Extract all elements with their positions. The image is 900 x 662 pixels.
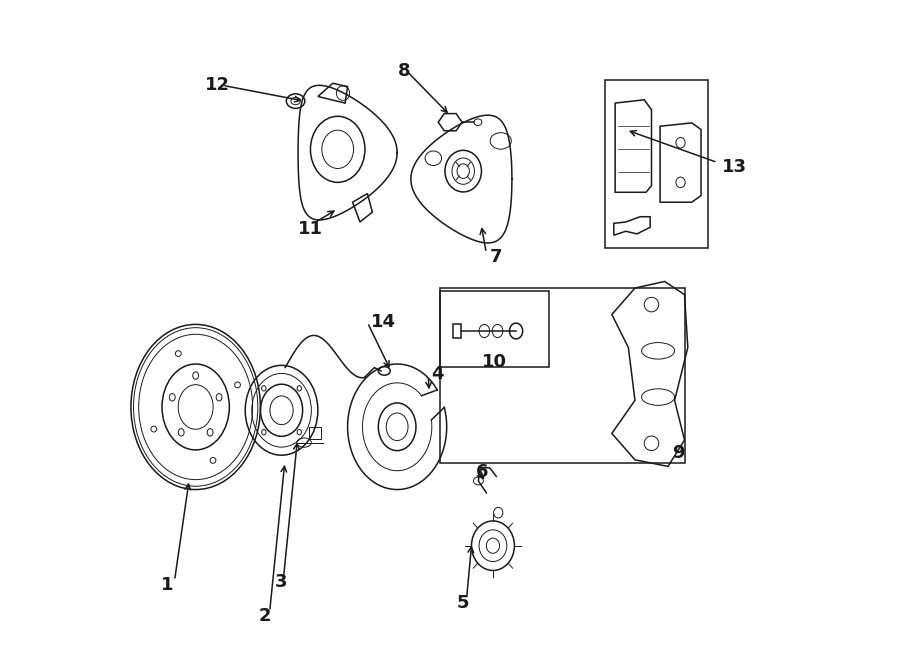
Text: 7: 7 [490,248,502,266]
Text: 9: 9 [671,444,684,462]
Text: 11: 11 [298,220,322,238]
Text: 5: 5 [457,594,470,612]
Text: 6: 6 [475,463,488,481]
Text: 1: 1 [161,577,174,594]
Bar [440,288,685,463]
Text: 13: 13 [722,158,747,176]
Text: 10: 10 [482,353,507,371]
Text: 12: 12 [205,76,230,94]
Text: 2: 2 [259,607,271,626]
Bar [309,427,321,439]
Text: 14: 14 [371,313,396,332]
Text: 8: 8 [398,62,410,80]
Text: 3: 3 [275,573,288,591]
Bar [440,291,549,367]
Bar [605,80,707,248]
Bar [454,324,461,338]
Text: 4: 4 [431,365,444,383]
